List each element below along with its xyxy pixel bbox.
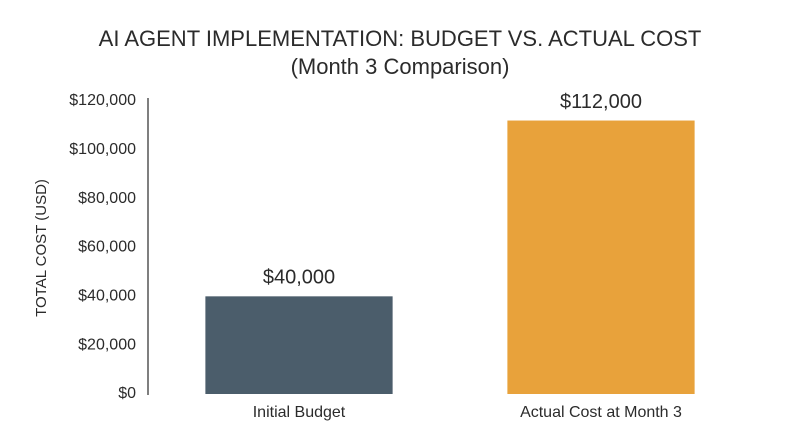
value-label: $112,000 (560, 91, 642, 113)
x-tick-label: Actual Cost at Month 3 (520, 404, 682, 421)
y-tick-label: $20,000 (78, 336, 136, 353)
value-label: $40,000 (263, 267, 335, 289)
y-tick-label: $60,000 (78, 239, 136, 256)
y-tick-label: $0 (118, 385, 136, 402)
bar (205, 296, 393, 394)
chart-subtitle: (Month 3 Comparison) (291, 54, 510, 79)
y-tick-label: $120,000 (69, 92, 136, 109)
y-axis-label: TOTAL COST (USD) (33, 179, 50, 317)
y-tick-label: $100,000 (69, 141, 136, 158)
x-tick-label: Initial Budget (253, 404, 346, 421)
y-tick-label: $80,000 (78, 190, 136, 207)
chart-title: AI AGENT IMPLEMENTATION: BUDGET VS. ACTU… (99, 26, 702, 51)
bar (507, 120, 695, 395)
y-tick-label: $40,000 (78, 288, 136, 305)
